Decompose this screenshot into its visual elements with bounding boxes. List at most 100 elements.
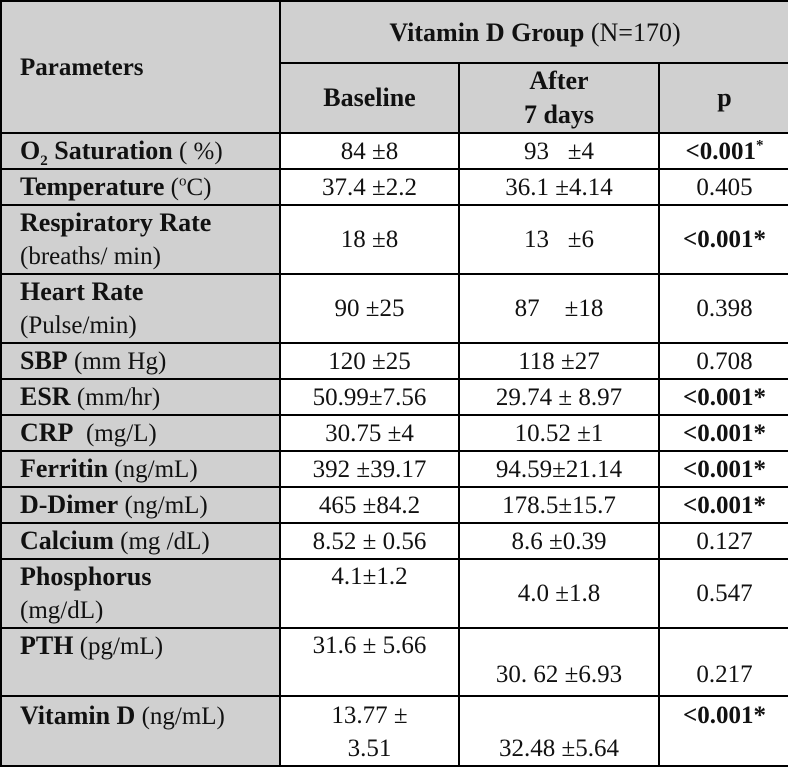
param-name: PTH: [20, 631, 74, 660]
param-cell: Vitamin D (ng/mL): [0, 695, 281, 767]
table-row: Respiratory Rate (breaths/ min) 18 ±8 13 …: [0, 204, 788, 275]
table-row: Calcium (mg /dL) 8.52 ± 0.56 8.6 ±0.39 0…: [0, 522, 788, 560]
p-value: 0.217: [658, 627, 788, 697]
param-name: Phosphorus: [20, 562, 152, 591]
param-cell: O2 Saturation ( %): [0, 132, 281, 170]
baseline-value: 8.52 ± 0.56: [279, 522, 460, 560]
after-value: 29.74 ± 8.97: [458, 378, 660, 416]
param-unit: (mm/hr): [70, 384, 161, 411]
param-cell: Respiratory Rate (breaths/ min): [0, 204, 281, 275]
after-value: 4.0 ±1.8: [458, 558, 660, 629]
after-value: 8.6 ±0.39: [458, 522, 660, 560]
baseline-value: 465 ±84.2: [279, 486, 460, 524]
param-unit: (mg /dL): [113, 528, 210, 555]
param-cell: SBP (mm Hg): [0, 342, 281, 380]
param-name: Calcium: [20, 526, 114, 555]
p-value: 0.405: [658, 168, 788, 206]
param-unit-degree: o: [179, 173, 187, 190]
parameters-header-label: Parameters: [20, 53, 144, 81]
param-cell: Heart Rate (Pulse/min): [0, 273, 281, 344]
p-value: <0.001*: [658, 132, 788, 170]
after-value: 94.59±21.14: [458, 450, 660, 488]
p-value: <0.001*: [658, 695, 788, 767]
after-value: 93 ±4: [458, 132, 660, 170]
p-header-label: p: [717, 83, 732, 112]
p-value-asterisk: *: [756, 137, 764, 154]
table-row: PTH (pg/mL) 31.6 ± 5.66 30. 62 ±6.93 0.2…: [0, 627, 788, 697]
p-value: 0.398: [658, 273, 788, 344]
param-name: Heart Rate: [20, 277, 144, 306]
param-cell: Temperature (oC): [0, 168, 281, 206]
after-header-line1: After: [529, 66, 589, 95]
group-header: Vitamin D Group (N=170): [279, 0, 788, 64]
after-header: After 7 days: [458, 62, 660, 134]
param-name-rest: Saturation: [47, 136, 173, 165]
param-unit-pre: (: [164, 174, 179, 201]
table-row: O2 Saturation ( %) 84 ±8 93 ±4 <0.001*: [0, 132, 788, 170]
baseline-value: 18 ±8: [279, 204, 460, 275]
p-value: <0.001*: [658, 378, 788, 416]
param-unit: (ng/mL): [118, 492, 208, 519]
baseline-value: 50.99±7.56: [279, 378, 460, 416]
group-n: (N=170): [590, 17, 681, 47]
baseline-value: 30.75 ±4: [279, 414, 460, 452]
param-unit: (mg/dL): [20, 597, 104, 624]
param-unit: (mg/L): [73, 420, 157, 447]
p-value: <0.001*: [658, 450, 788, 488]
after-value: 36.1 ±4.14: [458, 168, 660, 206]
group-name: Vitamin D Group: [389, 17, 585, 47]
table-row: ESR (mm/hr) 50.99±7.56 29.74 ± 8.97 <0.0…: [0, 378, 788, 416]
table-row: SBP (mm Hg) 120 ±25 118 ±27 0.708: [0, 342, 788, 380]
param-name: Respiratory Rate: [20, 208, 212, 237]
after-value: 30. 62 ±6.93: [458, 627, 660, 697]
param-unit: (pg/mL): [73, 633, 164, 660]
p-value: <0.001*: [658, 414, 788, 452]
baseline-header-label: Baseline: [323, 83, 416, 112]
p-value: <0.001*: [658, 486, 788, 524]
baseline-value: 31.6 ± 5.66: [279, 627, 460, 697]
after-header-line2: 7 days: [523, 100, 595, 129]
after-value: 87 ±18: [458, 273, 660, 344]
p-value-text: <0.001: [685, 137, 757, 165]
table-row: CRP (mg/L) 30.75 ±4 10.52 ±1 <0.001*: [0, 414, 788, 452]
table-row: Vitamin D (ng/mL) 13.77 ± 3.51 32.48 ±5.6…: [0, 695, 788, 767]
baseline-value: 90 ±25: [279, 273, 460, 344]
param-name: Ferritin: [20, 454, 109, 483]
param-name: ESR: [20, 382, 71, 411]
parameters-header: Parameters: [0, 0, 281, 134]
param-name: D-Dimer: [20, 490, 119, 519]
param-unit: (mm Hg): [67, 348, 167, 375]
param-unit: (ng/mL): [108, 456, 198, 483]
table-row: Heart Rate (Pulse/min) 90 ±25 87 ±18 0.39…: [0, 273, 788, 344]
param-cell: D-Dimer (ng/mL): [0, 486, 281, 524]
baseline-value: 392 ±39.17: [279, 450, 460, 488]
after-value: 10.52 ±1: [458, 414, 660, 452]
table-row: D-Dimer (ng/mL) 465 ±84.2 178.5±15.7 <0.…: [0, 486, 788, 524]
after-value: 178.5±15.7: [458, 486, 660, 524]
table-row: Ferritin (ng/mL) 392 ±39.17 94.59±21.14 …: [0, 450, 788, 488]
param-cell: Phosphorus (mg/dL): [0, 558, 281, 629]
after-value: 13 ±6: [458, 204, 660, 275]
after-value: 118 ±27: [458, 342, 660, 380]
param-cell: Ferritin (ng/mL): [0, 450, 281, 488]
p-header: p: [658, 62, 788, 134]
baseline-value: 13.77 ± 3.51: [279, 695, 460, 767]
param-cell: Calcium (mg /dL): [0, 522, 281, 560]
baseline-value: 4.1±1.2: [279, 558, 460, 629]
param-cell: PTH (pg/mL): [0, 627, 281, 697]
table-row: Phosphorus (mg/dL) 4.1±1.2 4.0 ±1.8 0.547: [0, 558, 788, 629]
param-name-subscript: 2: [40, 153, 48, 170]
baseline-value: 84 ±8: [279, 132, 460, 170]
param-cell: CRP (mg/L): [0, 414, 281, 452]
param-name: O: [20, 136, 41, 165]
p-value: 0.127: [658, 522, 788, 560]
baseline-value: 37.4 ±2.2: [279, 168, 460, 206]
param-unit: (ng/mL): [135, 703, 225, 730]
baseline-value-line2: 3.51: [347, 735, 392, 762]
p-value: 0.547: [658, 558, 788, 629]
after-value: 32.48 ±5.64: [458, 695, 660, 767]
param-cell: ESR (mm/hr): [0, 378, 281, 416]
p-value: <0.001*: [658, 204, 788, 275]
param-unit: (Pulse/min): [20, 312, 137, 339]
